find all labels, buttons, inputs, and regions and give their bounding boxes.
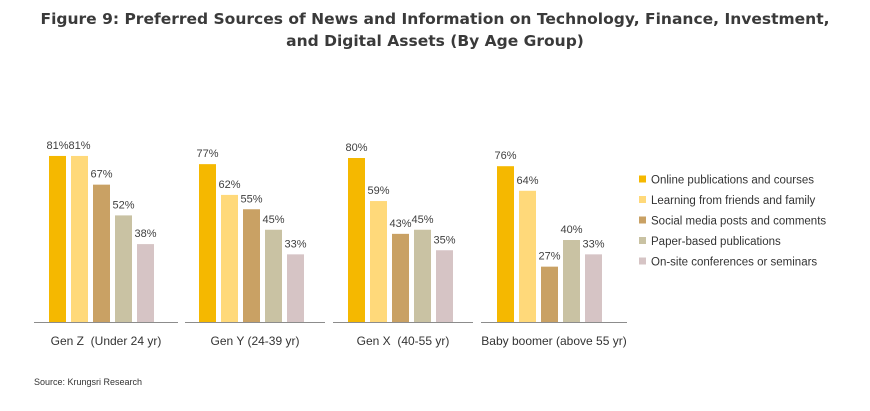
data-label-g4-s1: 76% bbox=[494, 150, 516, 162]
legend-label-2: Learning from friends and family bbox=[651, 195, 816, 207]
bar-g1-s3 bbox=[93, 184, 110, 322]
legend-label-1: Online publications and courses bbox=[651, 175, 814, 187]
data-label-g3-s1: 80% bbox=[345, 142, 367, 154]
bar-g1-s1 bbox=[49, 155, 66, 322]
bar-g4-s2 bbox=[519, 190, 536, 322]
bar-g2-s1 bbox=[199, 164, 216, 322]
data-label-g3-s5: 35% bbox=[433, 234, 455, 246]
bar-g3-s4 bbox=[414, 229, 431, 322]
bar-g3-s1 bbox=[348, 158, 365, 322]
data-label-g3-s3: 43% bbox=[389, 218, 411, 230]
legend-swatch-1 bbox=[639, 175, 646, 183]
data-label-g4-s3: 27% bbox=[538, 251, 560, 263]
bar-g4-s1 bbox=[497, 166, 514, 322]
source-note: Source: Krungsri Research bbox=[34, 377, 143, 387]
data-label-g1-s3: 67% bbox=[90, 169, 112, 181]
bar-g3-s5 bbox=[436, 250, 453, 322]
legend-swatch-5 bbox=[639, 257, 646, 265]
bar-g2-s4 bbox=[265, 229, 282, 322]
bar-g1-s4 bbox=[115, 215, 132, 322]
data-label-g3-s2: 59% bbox=[367, 185, 389, 197]
bar-g3-s3 bbox=[392, 233, 409, 322]
legend-label-4: Paper-based publications bbox=[651, 236, 781, 248]
legend-label-5: On-site conferences or seminars bbox=[651, 257, 817, 269]
legend-swatch-4 bbox=[639, 237, 646, 244]
chart-title: Figure 9: Preferred Sources of News and … bbox=[0, 8, 870, 52]
data-label-g2-s2: 62% bbox=[218, 179, 240, 191]
bar-g3-s2 bbox=[370, 201, 387, 322]
chart-title-line-2: and Digital Assets (By Age Group) bbox=[286, 32, 584, 50]
x-tick-label-3: Gen X (40-55 yr) bbox=[357, 334, 450, 348]
bar-g4-s4 bbox=[563, 240, 580, 322]
legend-swatch-2 bbox=[639, 196, 646, 203]
data-label-g1-s4: 52% bbox=[112, 199, 134, 211]
bar-g2-s2 bbox=[221, 194, 238, 322]
data-label-g4-s2: 64% bbox=[516, 175, 538, 187]
bar-g4-s5 bbox=[585, 254, 602, 322]
bar-g1-s2 bbox=[71, 155, 88, 322]
data-label-g4-s4: 40% bbox=[560, 224, 582, 236]
bar-g1-s5 bbox=[137, 244, 154, 322]
data-label-g2-s1: 77% bbox=[196, 148, 218, 160]
x-tick-label-1: Gen Z (Under 24 yr) bbox=[51, 334, 162, 348]
data-label-g4-s5: 33% bbox=[582, 238, 604, 250]
x-tick-label-2: Gen Y (24-39 yr) bbox=[211, 334, 300, 348]
x-tick-label-4: Baby boomer (above 55 yr) bbox=[481, 334, 626, 348]
bar-g2-s5 bbox=[287, 254, 304, 322]
data-label-g3-s4: 45% bbox=[411, 214, 433, 226]
chart-title-line-1: Figure 9: Preferred Sources of News and … bbox=[40, 10, 830, 28]
data-label-g2-s5: 33% bbox=[284, 238, 306, 250]
legend-swatch-3 bbox=[639, 216, 646, 224]
data-label-g1-s1: 81% bbox=[46, 140, 68, 152]
legend-label-3: Social media posts and comments bbox=[651, 216, 826, 228]
bar-g2-s3 bbox=[243, 209, 260, 322]
data-label-g1-s5: 38% bbox=[134, 228, 156, 240]
bar-g4-s3 bbox=[541, 266, 558, 322]
data-label-g2-s3: 55% bbox=[240, 193, 262, 205]
data-label-g2-s4: 45% bbox=[262, 214, 284, 226]
data-label-g1-s2: 81% bbox=[68, 140, 90, 152]
